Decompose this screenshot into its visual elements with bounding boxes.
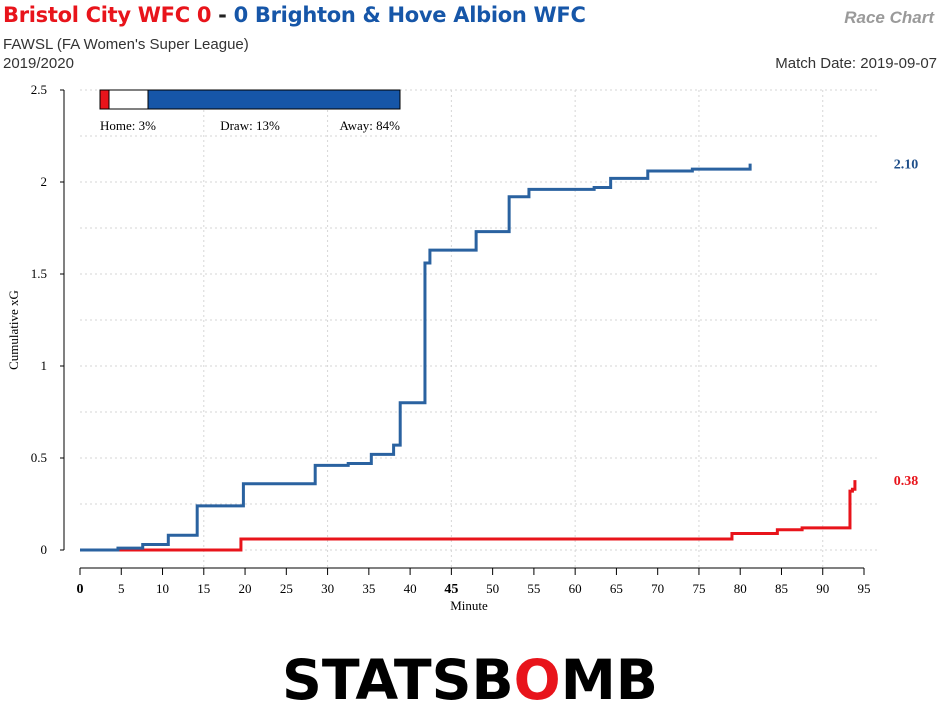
- chart-grid: [80, 89, 880, 567]
- y-tick-label: 0.5: [31, 450, 47, 465]
- x-tick-label: 85: [775, 581, 788, 596]
- x-tick-label: 55: [527, 581, 540, 596]
- away-probability-label: Away: 84%: [339, 118, 400, 133]
- x-tick-label: 10: [156, 581, 169, 596]
- away-xg-total: 2.10: [894, 158, 919, 173]
- x-tick-label: 95: [858, 581, 871, 596]
- competition-name: FAWSL (FA Women's Super League): [3, 36, 249, 53]
- x-tick-label: 70: [651, 581, 664, 596]
- x-tick-label: 50: [486, 581, 499, 596]
- chart-type-label: Race Chart: [844, 8, 934, 27]
- y-tick-label: 2.5: [31, 82, 47, 97]
- season: 2019/2020: [3, 55, 74, 72]
- statsbomb-logo: STATSBOMB: [282, 648, 662, 712]
- x-tick-label: 45: [444, 582, 458, 597]
- home-xg-total: 0.38: [894, 474, 919, 489]
- statsbomb-logo-mark: STATSBOMB: [282, 648, 658, 712]
- away-score: 0: [233, 3, 249, 27]
- match-title: Bristol City WFC 0 - 0 Brighton & Hove A…: [3, 3, 586, 27]
- chart-series: 0.38 2.10: [80, 158, 919, 552]
- y-tick-label: 0: [41, 542, 48, 557]
- x-tick-label: 75: [692, 581, 705, 596]
- x-axis-label: Minute: [450, 598, 488, 613]
- x-tick-label: 15: [197, 581, 210, 596]
- away-xg-line: [80, 163, 752, 552]
- x-tick-label: 20: [239, 581, 252, 596]
- win-probability-bar: Home: 3% Draw: 13% Away: 84%: [99, 89, 401, 133]
- y-axis-label: Cumulative xG: [6, 290, 21, 370]
- x-tick-label: 65: [610, 581, 623, 596]
- x-tick-label: 0: [77, 582, 84, 597]
- race-chart: Cumulative xG Minute 0 0.5 1 1.5 2 2.5 0 5 10 15 2…: [6, 82, 919, 613]
- away-probability-segment: [147, 89, 401, 110]
- score-separator: -: [218, 3, 227, 27]
- y-tick-label: 2: [41, 174, 48, 189]
- x-tick-label: 25: [280, 581, 293, 596]
- x-tick-label: 60: [569, 581, 582, 596]
- away-team-name: Brighton & Hove Albion WFC: [254, 3, 586, 27]
- x-tick-label: 80: [734, 581, 747, 596]
- x-tick-label: 35: [362, 581, 375, 596]
- statsbomb-logo-text: STATSBOMB: [282, 648, 658, 708]
- draw-probability-segment: [108, 89, 149, 110]
- x-tick-label: 40: [404, 581, 417, 596]
- y-tick-label: 1: [41, 358, 48, 373]
- x-tick-label: 90: [816, 581, 829, 596]
- home-probability-segment: [99, 89, 110, 110]
- home-xg-line: [80, 480, 857, 552]
- home-score: 0: [196, 3, 212, 27]
- home-team-name: Bristol City WFC: [3, 3, 190, 27]
- draw-probability-label: Draw: 13%: [220, 118, 280, 133]
- x-tick-label: 5: [118, 581, 125, 596]
- x-tick-label: 30: [321, 581, 334, 596]
- match-date: Match Date: 2019-09-07: [775, 55, 937, 72]
- chart-axes: Cumulative xG Minute 0 0.5 1 1.5 2 2.5 0 5 10 15 2…: [6, 82, 871, 613]
- home-probability-label: Home: 3%: [100, 118, 156, 133]
- y-tick-label: 1.5: [31, 266, 47, 281]
- chart-header: Bristol City WFC 0 - 0 Brighton & Hove A…: [0, 0, 940, 80]
